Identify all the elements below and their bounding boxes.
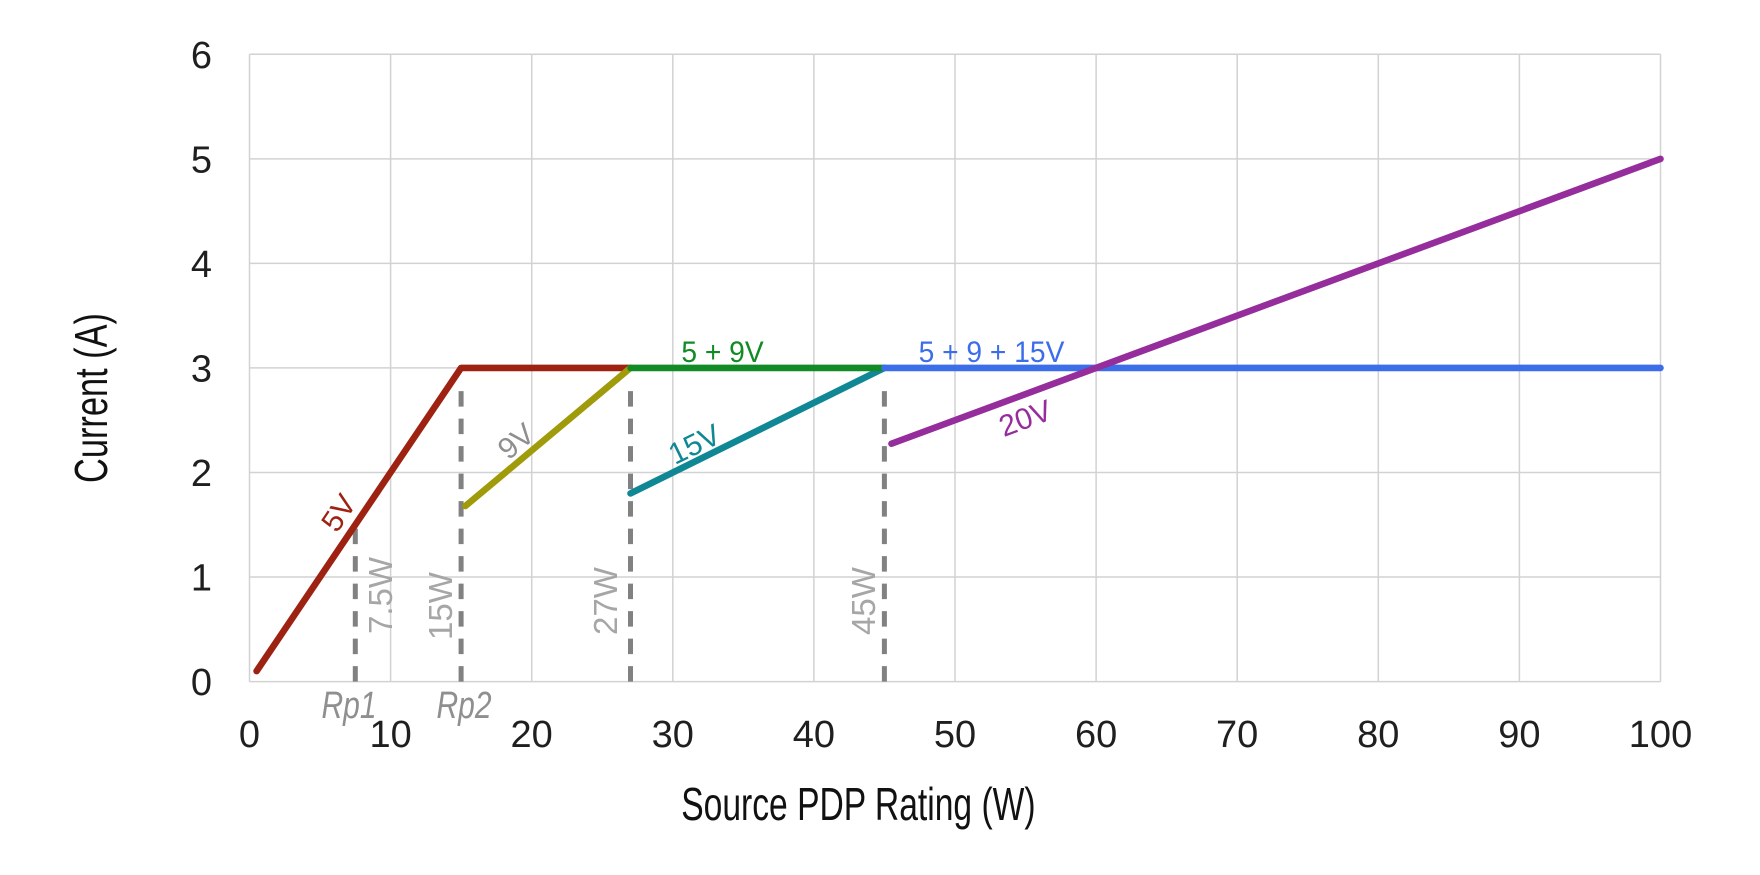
svg-text:5 + 9 + 15V: 5 + 9 + 15V [919, 336, 1065, 369]
svg-text:40: 40 [793, 714, 835, 756]
svg-text:Rp2: Rp2 [436, 685, 491, 727]
svg-text:30: 30 [652, 714, 694, 756]
svg-text:4: 4 [191, 244, 212, 286]
svg-text:Current (A): Current (A) [65, 313, 117, 483]
svg-text:27W: 27W [587, 566, 624, 635]
svg-text:6: 6 [191, 35, 212, 77]
svg-text:90: 90 [1498, 714, 1540, 756]
svg-text:1: 1 [191, 558, 212, 600]
svg-text:10: 10 [369, 714, 411, 756]
svg-text:Rp1: Rp1 [321, 685, 376, 727]
svg-text:60: 60 [1075, 714, 1117, 756]
svg-text:80: 80 [1357, 714, 1399, 756]
svg-text:70: 70 [1216, 714, 1258, 756]
svg-text:3: 3 [191, 348, 212, 390]
svg-text:15W: 15W [422, 571, 459, 640]
svg-text:0: 0 [239, 714, 260, 756]
svg-text:100: 100 [1629, 714, 1692, 756]
svg-text:Source PDP Rating (W): Source PDP Rating (W) [681, 779, 1035, 830]
svg-text:45W: 45W [845, 566, 882, 635]
svg-text:0: 0 [191, 662, 212, 704]
svg-text:50: 50 [934, 714, 976, 756]
svg-text:5 + 9V: 5 + 9V [681, 336, 764, 369]
svg-text:20: 20 [511, 714, 553, 756]
svg-text:2: 2 [191, 453, 212, 495]
svg-text:7.5W: 7.5W [362, 556, 399, 634]
svg-text:5: 5 [191, 139, 212, 181]
